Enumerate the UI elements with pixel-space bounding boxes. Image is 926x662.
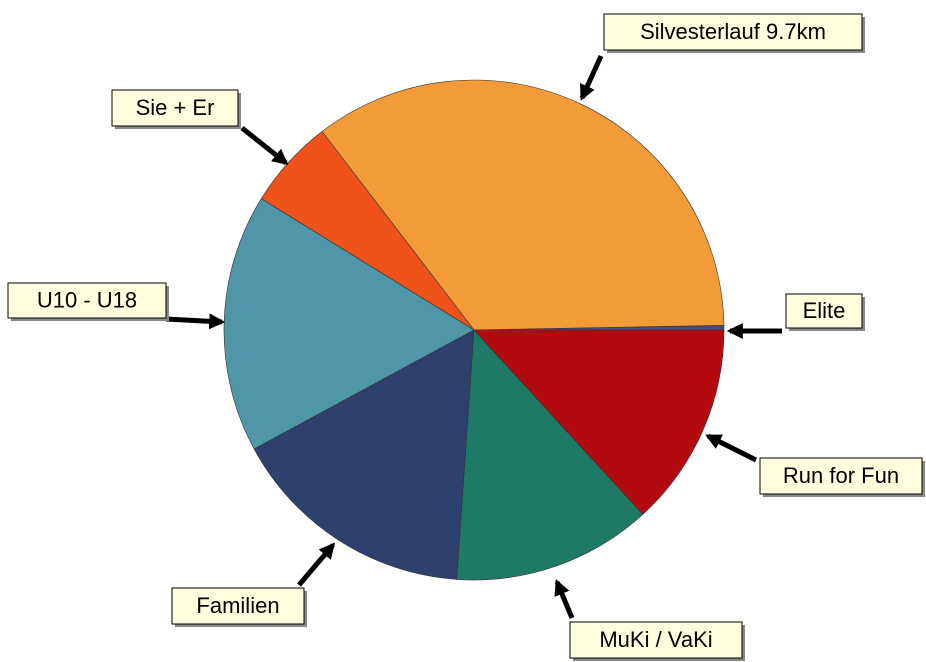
- label-box: [569, 621, 743, 659]
- label-box: [603, 13, 863, 51]
- label-arrow: [579, 54, 604, 101]
- pie-slice: [321, 79, 725, 331]
- slice-label: Elite: [803, 298, 846, 323]
- label-arrow: [240, 126, 289, 165]
- label-arrow: [297, 542, 336, 587]
- label-box: [759, 457, 923, 495]
- slice-label: U10 - U18: [37, 287, 137, 312]
- label-box: [111, 89, 239, 127]
- label-box: [785, 293, 863, 329]
- slice-label: Silvesterlauf 9.7km: [640, 19, 826, 44]
- slice-label: Run for Fun: [783, 463, 899, 488]
- label-box: [171, 587, 305, 625]
- slice-label: MuKi / VaKi: [599, 627, 712, 652]
- pie-slice: [456, 329, 644, 581]
- label-box: [7, 282, 167, 319]
- pie-slice: [473, 329, 725, 515]
- slice-label: Sie + Er: [136, 95, 215, 120]
- pie-slice: [253, 329, 475, 580]
- pie: [223, 79, 725, 581]
- label-arrow: [165, 313, 226, 330]
- label-arrow: [554, 579, 575, 619]
- labels: Elite Silvesterlauf 9.7km Sie + Er U10 - U1…: [7, 13, 925, 661]
- slice-label: Familien: [196, 593, 279, 618]
- label-arrow: [705, 433, 758, 463]
